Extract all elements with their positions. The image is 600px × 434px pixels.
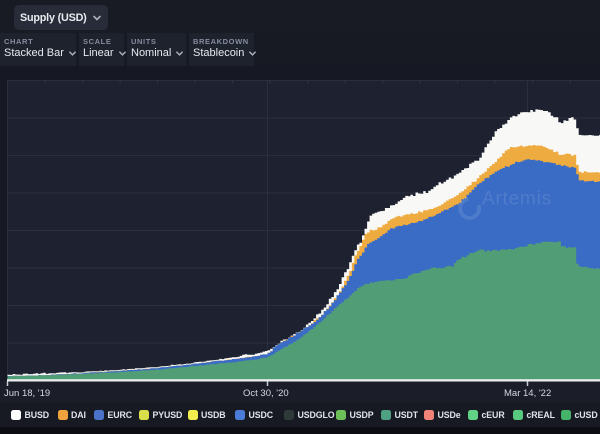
svg-text:Artemis: Artemis xyxy=(482,189,552,210)
